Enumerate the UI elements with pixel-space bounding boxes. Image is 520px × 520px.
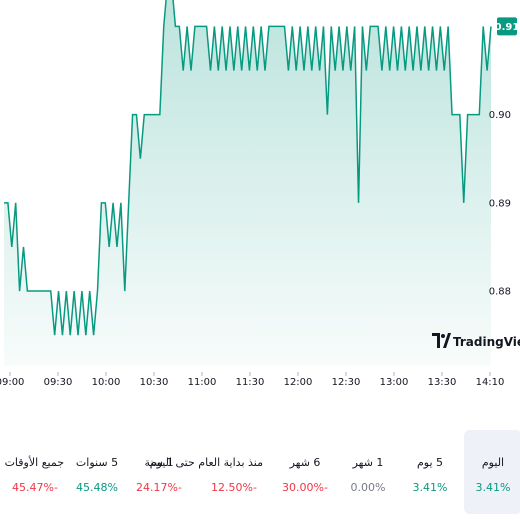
x-tick-label: 13:00 — [380, 377, 409, 388]
performance-tab[interactable]: منذ بداية العام حتى اليوم 12.50%- — [149, 430, 263, 514]
price-line — [4, 0, 492, 336]
x-tick-label: 09:30 — [44, 377, 73, 388]
performance-period-label: 1 سنة — [144, 456, 174, 469]
x-tick-label: 09:00 — [0, 377, 24, 388]
performance-bar: اليوم 3.41% 5 يوم 3.41% 1 شهر 0.00% 6 شهر 30.00… — [0, 430, 520, 514]
plot-area — [4, 0, 492, 366]
performance-tab[interactable]: 5 سنوات 45.48% — [68, 430, 126, 514]
price-chart[interactable]: 0.88 0.89 0.90 09:00 09:30 10:00 10:30 11:00 11… — [0, 0, 520, 400]
tradingview-wordmark: TradingView — [453, 335, 520, 349]
x-tick-label: 10:00 — [92, 377, 121, 388]
last-value-badge: 0.91 — [495, 17, 520, 36]
performance-change-value: 3.41% — [412, 481, 448, 494]
x-tick-label: 10:30 — [140, 377, 169, 388]
x-tick-label: 14:10 — [476, 377, 505, 388]
performance-change-value: 24.17%- — [136, 481, 182, 494]
performance-period-label: جميع الأوقات — [4, 456, 64, 469]
performance-period-label: 5 يوم — [416, 456, 444, 469]
performance-period-label: 6 شهر — [289, 456, 321, 469]
performance-tab[interactable]: 1 شهر 0.00% — [339, 430, 397, 514]
x-tick-label: 12:00 — [284, 377, 313, 388]
performance-period-label: 1 شهر — [352, 456, 384, 469]
last-value-box — [497, 17, 517, 36]
performance-period-label: اليوم — [481, 456, 505, 469]
y-tick-label: 0.90 — [489, 110, 511, 121]
y-axis: 0.88 0.89 0.90 — [489, 110, 511, 297]
performance-tab[interactable]: جميع الأوقات 45.47%- — [4, 430, 64, 514]
performance-tab[interactable]: 6 شهر 30.00%- — [276, 430, 334, 514]
tradingview-logo-icon — [432, 333, 451, 348]
performance-change-value: 45.47%- — [12, 481, 58, 494]
performance-change-value: 45.48% — [76, 481, 118, 494]
x-axis: 09:00 09:30 10:00 10:30 11:00 11:30 12:00 12:30… — [0, 372, 504, 388]
performance-period-label: 5 سنوات — [75, 456, 119, 469]
y-tick-label: 0.89 — [489, 198, 511, 209]
last-value-label: 0.91 — [495, 22, 520, 33]
tradingview-watermark: TradingView — [432, 333, 520, 349]
performance-tab[interactable]: اليوم 3.41% — [464, 430, 520, 514]
performance-change-value: 30.00%- — [282, 481, 328, 494]
y-tick-label: 0.88 — [489, 287, 511, 298]
performance-tab[interactable]: 5 يوم 3.41% — [401, 430, 459, 514]
x-tick-label: 11:30 — [236, 377, 265, 388]
x-tick-label: 13:30 — [428, 377, 457, 388]
x-tick-label: 11:00 — [188, 377, 217, 388]
performance-period-label: منذ بداية العام حتى اليوم — [149, 456, 263, 469]
performance-change-value: 12.50%- — [211, 481, 257, 494]
performance-tab[interactable]: 1 سنة 24.17%- — [130, 430, 188, 514]
performance-change-value: 0.00% — [350, 481, 386, 494]
performance-change-value: 3.41% — [475, 481, 511, 494]
x-tick-label: 12:30 — [332, 377, 361, 388]
